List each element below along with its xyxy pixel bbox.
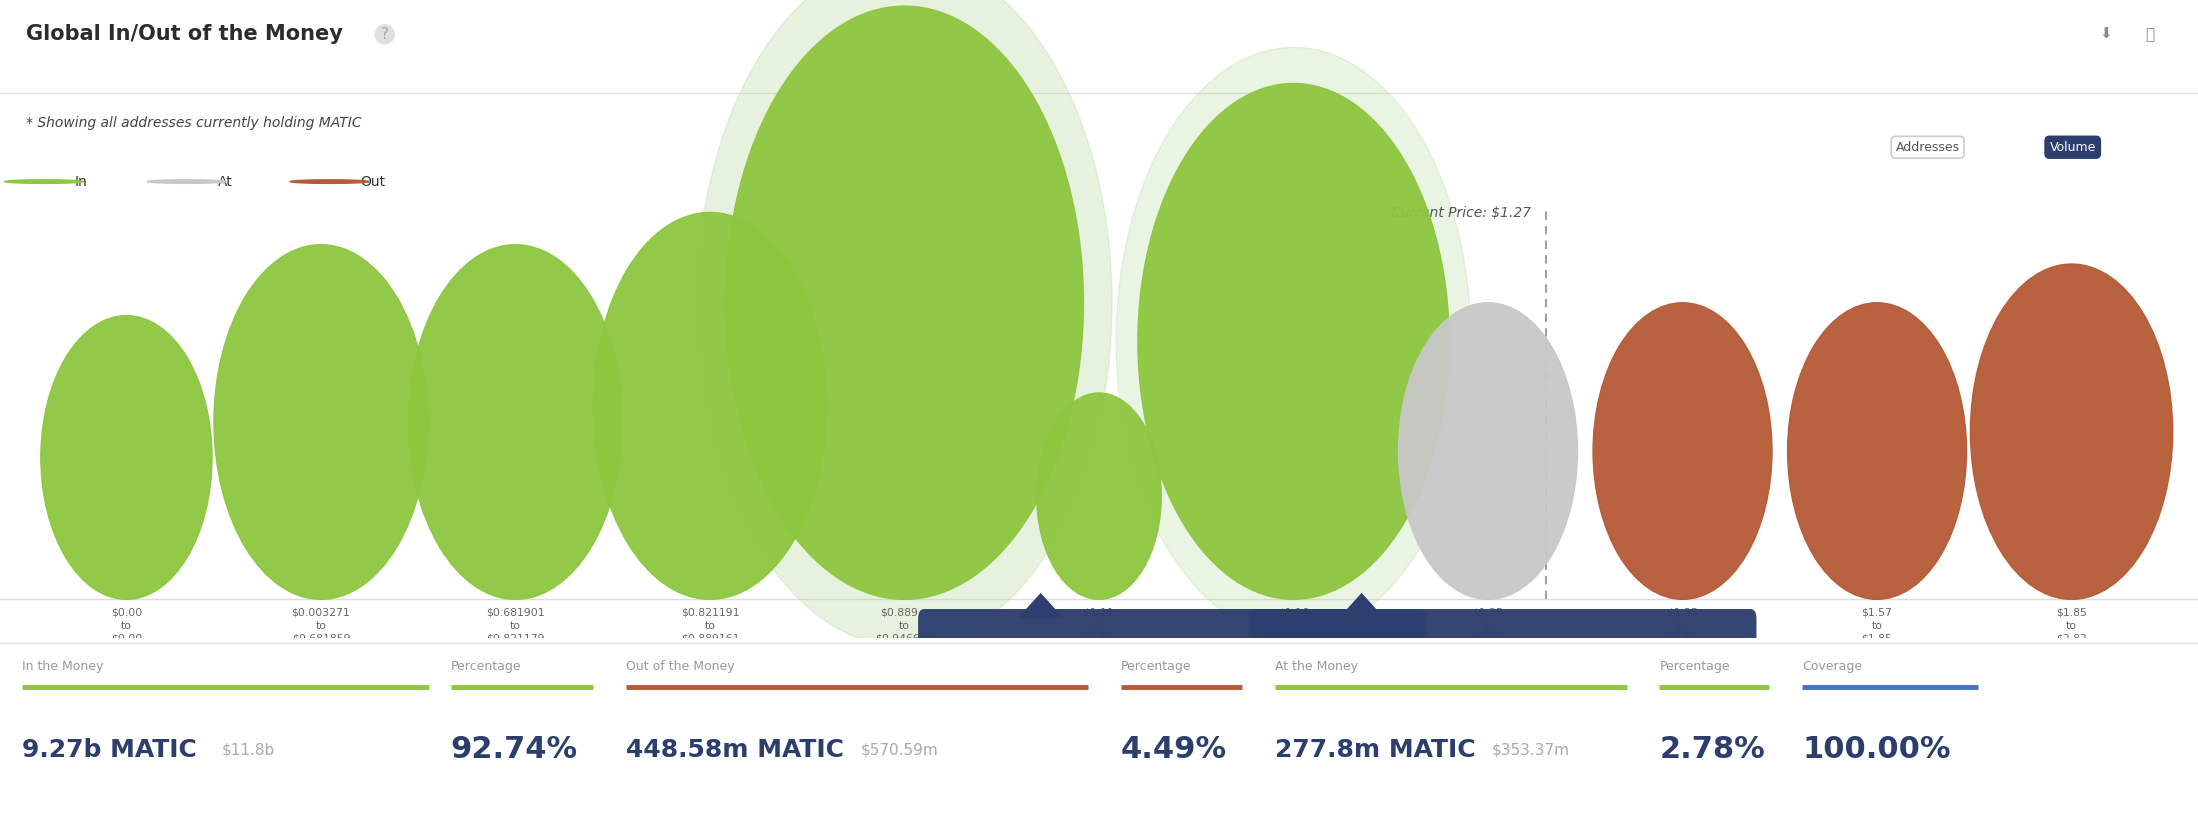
Text: $0.681901
to
$0.821179: $0.681901 to $0.821179	[486, 608, 545, 644]
Text: $1.11
to
$1.11: $1.11 to $1.11	[1084, 608, 1114, 644]
Text: $0.889...
to
$0.946692: $0.889... to $0.946692	[875, 608, 934, 644]
Text: 4.49%: 4.49%	[1121, 735, 1226, 764]
Text: Volume: Volume	[2049, 141, 2097, 154]
Polygon shape	[1339, 593, 1385, 618]
Text: $11.8b: $11.8b	[222, 742, 275, 757]
Text: Global In/Out of the Money: Global In/Out of the Money	[26, 25, 343, 44]
Circle shape	[1139, 83, 1448, 600]
Text: Percentage: Percentage	[451, 659, 521, 672]
Text: Min Price:: Min Price:	[1275, 651, 1336, 664]
Text: $0.946701: $0.946701	[1068, 651, 1139, 664]
Text: 92.74%: 92.74%	[451, 735, 578, 764]
Text: $1.85
to
$2.82: $1.85 to $2.82	[2055, 608, 2088, 644]
Text: $1.11: $1.11	[1068, 701, 1106, 714]
Text: In: In	[75, 174, 88, 189]
Text: Total Volume:: Total Volume:	[1275, 801, 1356, 814]
Text: $1.25
to
$1.35: $1.25 to $1.35	[1473, 608, 1503, 644]
Text: Out: Out	[360, 174, 385, 189]
Circle shape	[213, 245, 429, 600]
Text: $1.16
to
$1.25: $1.16 to $1.25	[1277, 608, 1310, 644]
Text: ⛶: ⛶	[2145, 27, 2154, 42]
Text: $1.35
to
$1.57: $1.35 to $1.57	[1666, 608, 1699, 644]
Text: 277.8m MATIC: 277.8m MATIC	[1275, 738, 1475, 762]
Circle shape	[593, 213, 826, 600]
Text: Percentage: Percentage	[1659, 659, 1730, 672]
Text: $570.59m: $570.59m	[859, 742, 939, 757]
Text: $0.821191
to
$0.889161: $0.821191 to $0.889161	[681, 608, 739, 644]
Circle shape	[1594, 303, 1772, 600]
Circle shape	[1117, 47, 1470, 636]
Circle shape	[4, 180, 84, 183]
Text: 2.78%: 2.78%	[1659, 735, 1765, 764]
Text: ⬇: ⬇	[2099, 27, 2112, 42]
Text: 9.27b MATIC: 9.27b MATIC	[22, 738, 198, 762]
Text: $1.16: $1.16	[1398, 651, 1435, 664]
Circle shape	[147, 180, 226, 183]
Circle shape	[1787, 303, 1967, 600]
Text: $1.57
to
$1.85: $1.57 to $1.85	[1862, 608, 1892, 644]
Text: Addresses: Addresses	[1895, 141, 1961, 154]
Text: $0.00
to
$0.00: $0.00 to $0.00	[110, 608, 143, 644]
Text: 100.00%: 100.00%	[1802, 735, 1952, 764]
Text: Average Price:: Average Price:	[1275, 751, 1363, 764]
Circle shape	[697, 0, 1112, 647]
Text: * Showing all addresses currently holding MATIC: * Showing all addresses currently holdin…	[26, 115, 363, 130]
Text: Current Price: $1.27: Current Price: $1.27	[1391, 206, 1530, 220]
Text: 4.72b MATIC: 4.72b MATIC	[1101, 801, 1185, 814]
FancyBboxPatch shape	[919, 609, 1427, 818]
Text: At the Money: At the Money	[1275, 659, 1358, 672]
Text: $1.25: $1.25	[1398, 701, 1435, 714]
FancyBboxPatch shape	[1248, 609, 1756, 818]
Circle shape	[725, 6, 1084, 600]
Circle shape	[1037, 393, 1161, 600]
Text: Percentage: Percentage	[1121, 659, 1191, 672]
Text: $0.003271
to
$0.681859: $0.003271 to $0.681859	[292, 608, 349, 644]
Text: $1.21: $1.21	[1444, 751, 1481, 764]
Text: Coverage: Coverage	[1802, 659, 1862, 672]
Circle shape	[42, 316, 211, 600]
Polygon shape	[1018, 593, 1064, 618]
Text: Max Price:: Max Price:	[943, 701, 1009, 714]
Text: In the Money: In the Money	[22, 659, 103, 672]
Text: 448.58m MATIC: 448.58m MATIC	[626, 738, 844, 762]
Circle shape	[290, 180, 369, 183]
Text: $1.03: $1.03	[1112, 751, 1150, 764]
Circle shape	[1969, 264, 2172, 600]
Text: $353.37m: $353.37m	[1492, 742, 1569, 757]
Text: Average Price:: Average Price:	[943, 751, 1033, 764]
Text: Min Price:: Min Price:	[943, 651, 1004, 664]
Text: At: At	[218, 174, 233, 189]
Text: Out of the Money: Out of the Money	[626, 659, 734, 672]
Text: Max Price:: Max Price:	[1275, 701, 1339, 714]
Text: ?: ?	[380, 27, 389, 42]
Text: 1.16b MATIC: 1.16b MATIC	[1433, 801, 1514, 814]
Circle shape	[1398, 303, 1578, 600]
Text: Total Volume:: Total Volume:	[943, 801, 1026, 814]
Circle shape	[409, 245, 622, 600]
